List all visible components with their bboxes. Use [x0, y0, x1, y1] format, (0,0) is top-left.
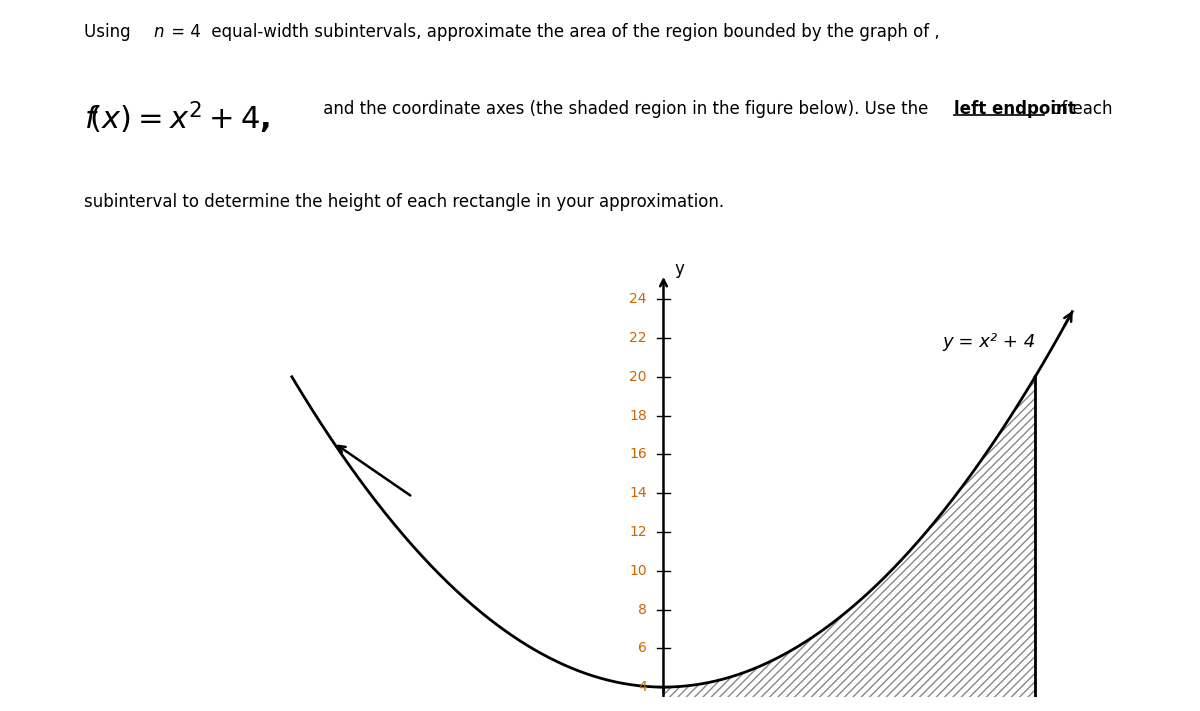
Text: 8: 8: [638, 602, 647, 616]
Text: Using: Using: [84, 23, 142, 41]
Text: 12: 12: [629, 525, 647, 539]
Text: 16: 16: [629, 447, 647, 461]
Text: = 4  equal-width subintervals, approximate the area of the region bounded by the: = 4 equal-width subintervals, approximat…: [166, 23, 940, 41]
Text: 24: 24: [629, 292, 647, 306]
Text: 10: 10: [629, 564, 647, 578]
Text: subinterval to determine the height of each rectangle in your approximation.: subinterval to determine the height of e…: [84, 193, 724, 211]
Text: of each: of each: [1046, 100, 1112, 117]
Text: y = x² + 4: y = x² + 4: [942, 333, 1036, 351]
Text: 14: 14: [629, 486, 647, 500]
Text: 22: 22: [629, 331, 647, 345]
Text: 20: 20: [629, 370, 647, 384]
Text: n: n: [154, 23, 164, 41]
Text: left endpoint: left endpoint: [954, 100, 1075, 117]
Text: y: y: [674, 260, 684, 278]
Text: 6: 6: [638, 641, 647, 656]
Text: 4: 4: [638, 680, 647, 694]
Text: and the coordinate axes (the shaded region in the figure below). Use the: and the coordinate axes (the shaded regi…: [318, 100, 934, 117]
Text: 18: 18: [629, 409, 647, 422]
Text: $f\!\left(x\right) = x^2 + 4$,: $f\!\left(x\right) = x^2 + 4$,: [84, 100, 270, 136]
